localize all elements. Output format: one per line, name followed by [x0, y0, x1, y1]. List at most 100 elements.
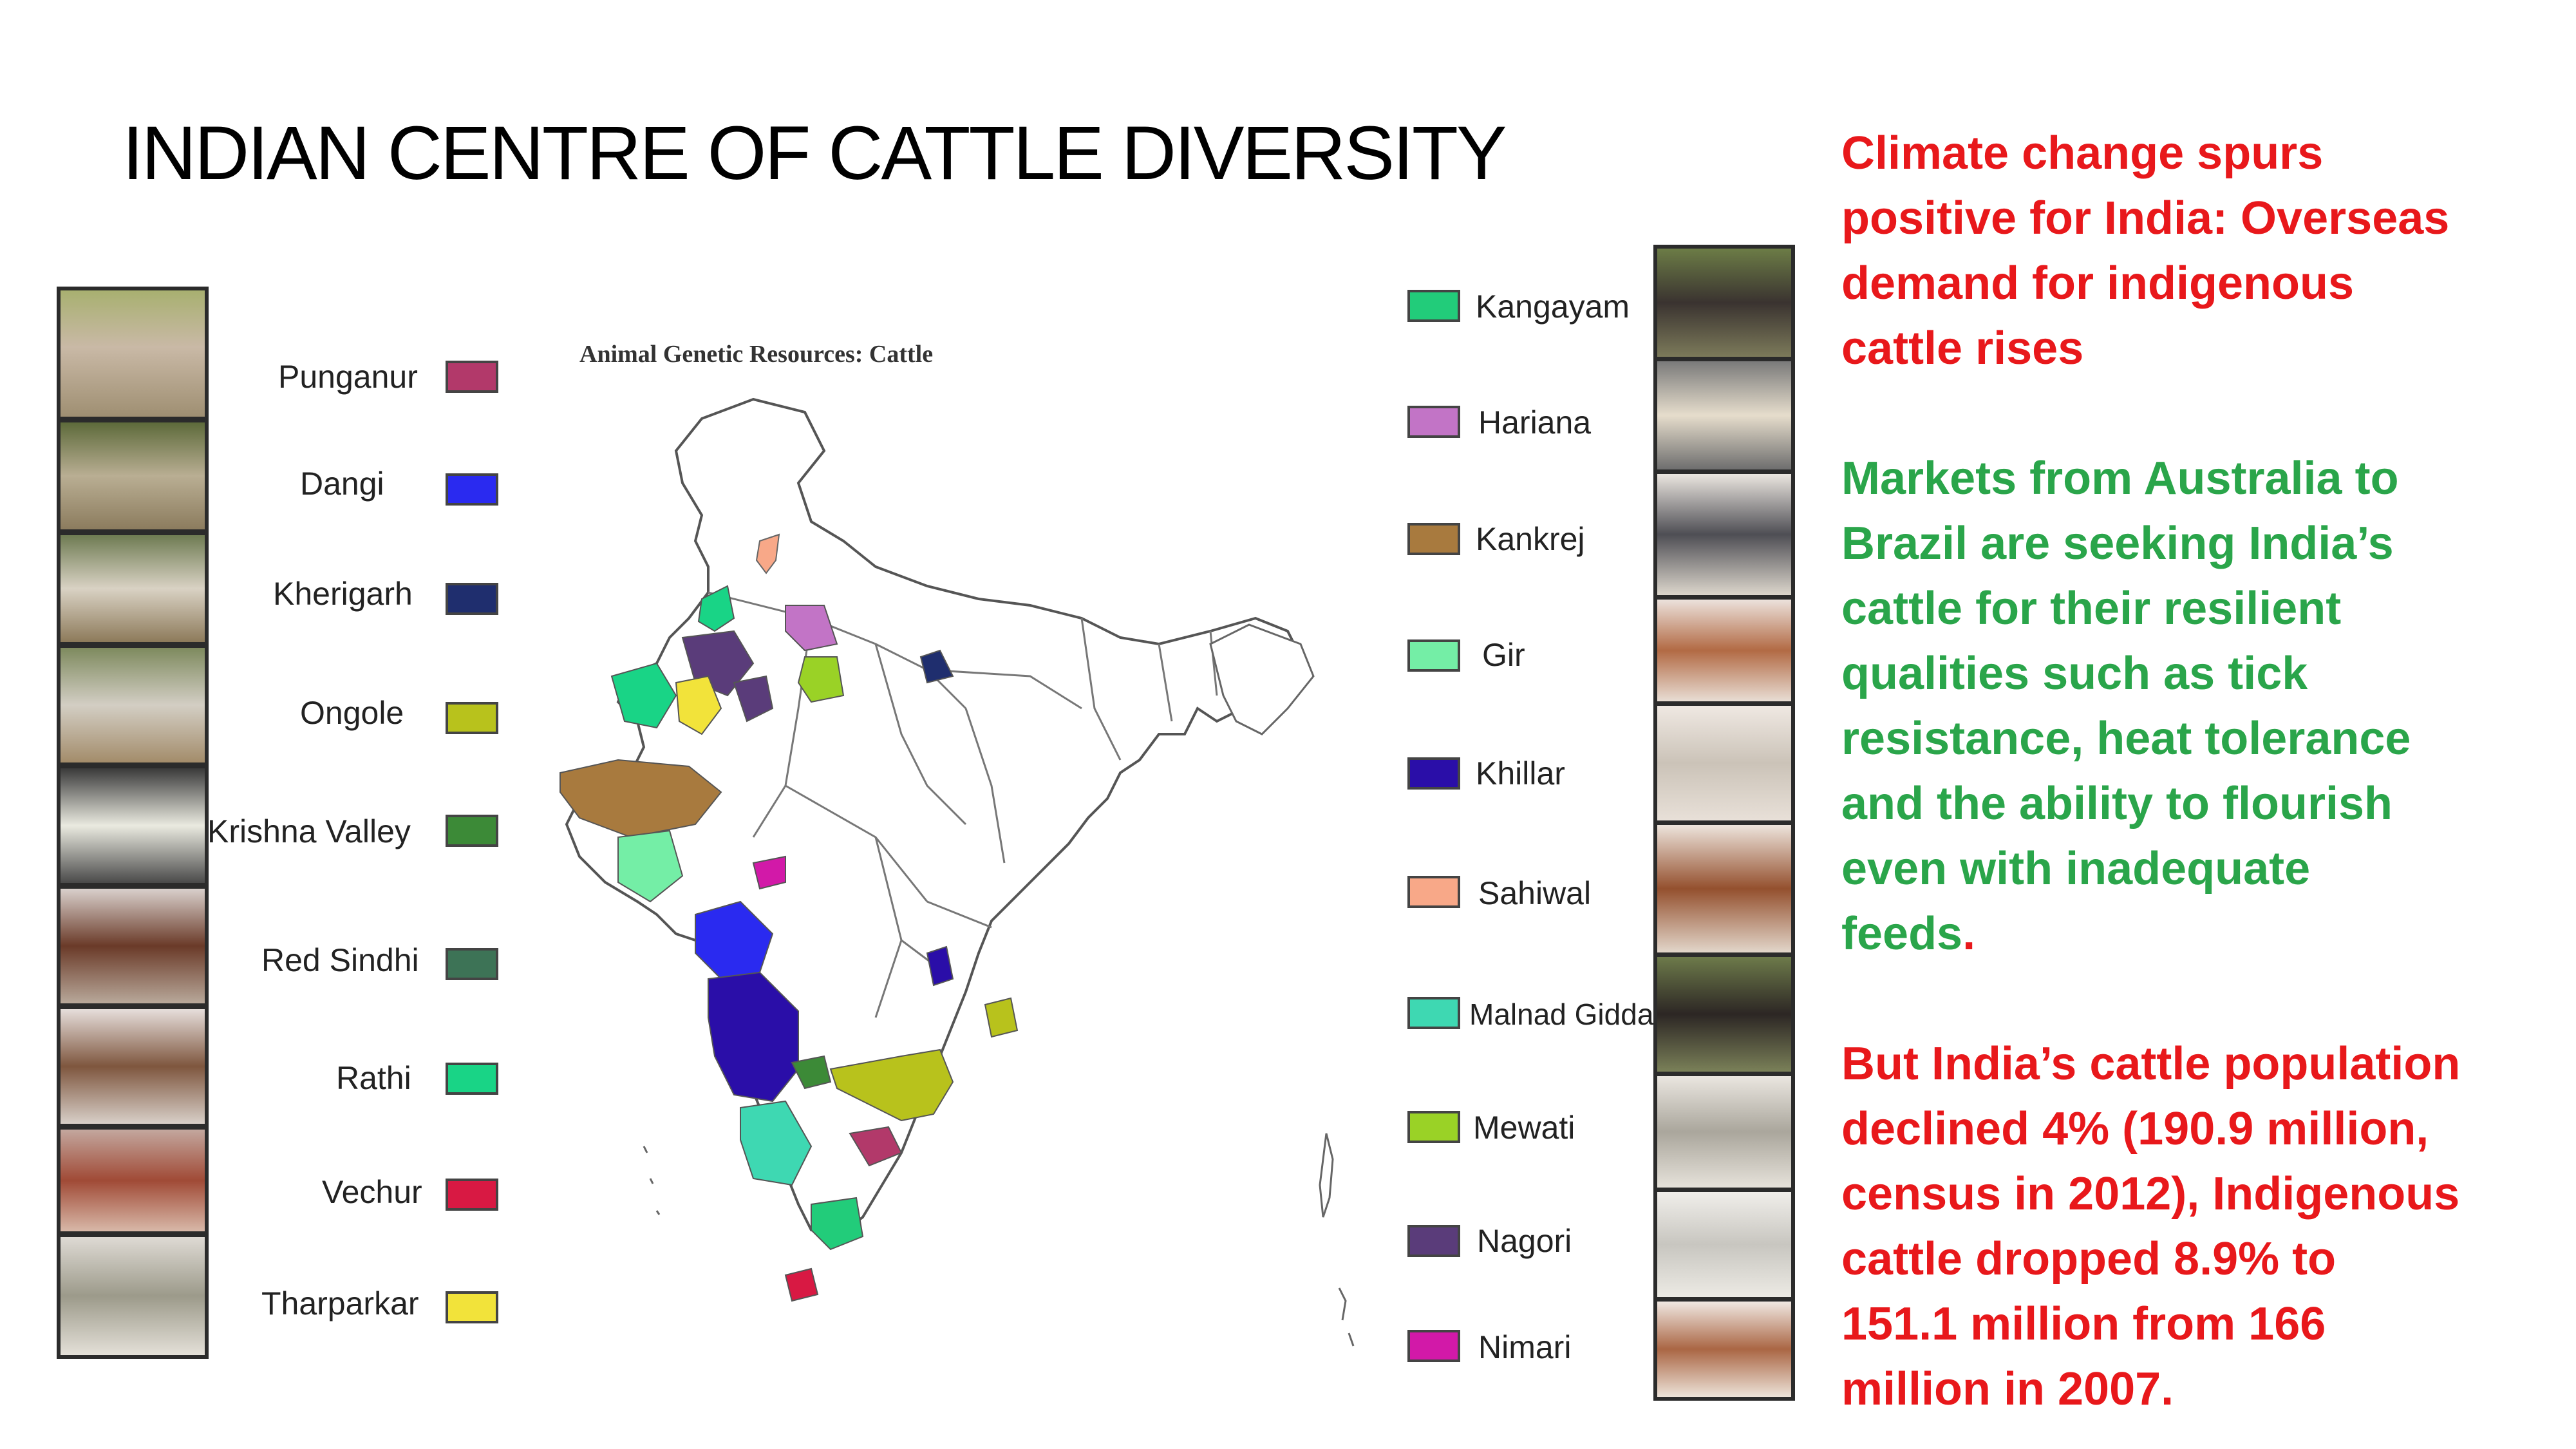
- stats-line-4: cattle dropped 8.9% to: [1841, 1233, 2336, 1285]
- region-malnad-gidda: [740, 1100, 813, 1186]
- stats-line-2: declined 4% (190.9 million,: [1841, 1103, 2429, 1155]
- stats-line-5: 151.1 million from 166: [1841, 1298, 2326, 1350]
- cattle-photo-punganur: [57, 287, 209, 421]
- cattle-photo-kherigarh: [57, 531, 209, 646]
- legend-swatch-rathi: [446, 1063, 498, 1095]
- legend-swatch-red-sindhi: [446, 948, 498, 980]
- legend-label-kherigarh: Kherigarh: [273, 576, 413, 612]
- stats-line-3: census in 2012), Indigenous: [1841, 1168, 2460, 1220]
- cattle-photo-gir: [1653, 596, 1795, 705]
- cattle-photo-malnad-gidda: [1653, 953, 1795, 1075]
- body-line-6: and the ability to flourish: [1841, 778, 2393, 829]
- legend-label-punganur: Punganur: [278, 359, 418, 395]
- legend-swatch-khillar: [1407, 757, 1460, 790]
- body-line-1: Markets from Australia to: [1841, 453, 2399, 504]
- body-line-5: resistance, heat tolerance: [1841, 713, 2411, 764]
- region-khillar: [708, 971, 799, 1103]
- legend-swatch-krishna-valley: [446, 815, 498, 847]
- legend-swatch-nagori: [1407, 1225, 1460, 1257]
- legend-label-kangayam: Kangayam: [1476, 289, 1630, 325]
- headline-line-4: cattle rises: [1841, 323, 2084, 374]
- legend-swatch-vechur: [446, 1179, 498, 1211]
- body-last-word: feeds: [1841, 908, 1963, 960]
- cattle-photo-tharparkar: [57, 1233, 209, 1359]
- region-hariana: [785, 605, 838, 652]
- legend-swatch-sahiwal: [1407, 876, 1460, 908]
- legend-swatch-tharparkar: [446, 1291, 498, 1323]
- legend-swatch-nimari: [1407, 1330, 1460, 1362]
- body-line-7: even with inadequate: [1841, 843, 2311, 895]
- region-gir: [617, 829, 684, 903]
- region-red-sindhi-east: [984, 997, 1019, 1038]
- legend-label-krishna-valley: Krishna Valley: [207, 813, 411, 849]
- legend-label-vechur: Vechur: [322, 1174, 422, 1210]
- legend-label-rathi: Rathi: [336, 1060, 411, 1096]
- legend-label-nimari: Nimari: [1478, 1329, 1572, 1365]
- legend-label-hariana: Hariana: [1478, 404, 1592, 440]
- india-cattle-map: [559, 397, 1355, 1347]
- legend-swatch-hariana: [1407, 406, 1460, 438]
- cattle-photo-kankrej: [1653, 470, 1795, 599]
- state-boundaries: [708, 591, 1218, 1018]
- body-period: .: [1962, 908, 1976, 960]
- legend-label-dangi: Dangi: [300, 466, 384, 502]
- body-line-8: feeds.: [1841, 902, 1975, 967]
- legend-swatch-kangayam: [1407, 290, 1460, 322]
- body-line-2: Brazil are seeking India’s: [1841, 518, 2394, 569]
- legend-swatch-dangi: [446, 473, 498, 506]
- cattle-photo-nagori: [1653, 1188, 1795, 1301]
- cattle-photo-nimari: [1653, 1298, 1795, 1401]
- headline-line-3: demand for indigenous: [1841, 258, 2355, 309]
- cattle-photo-rathi: [57, 1005, 209, 1128]
- cattle-photo-sahiwal: [1653, 821, 1795, 956]
- region-rathi-west: [610, 662, 677, 729]
- region-kangayam: [811, 1197, 864, 1251]
- stats-line-1: But India’s cattle population: [1841, 1038, 2461, 1090]
- region-punganur: [849, 1126, 903, 1167]
- legend-label-malnad-gidda: Malnad Gidda: [1469, 998, 1654, 1031]
- region-nimari: [752, 855, 786, 890]
- region-nagori-east: [733, 675, 774, 723]
- cattle-photo-khillar: [1653, 702, 1795, 824]
- legend-label-nagori: Nagori: [1477, 1223, 1572, 1259]
- legend-label-mewati: Mewati: [1473, 1110, 1575, 1146]
- legend-label-ongole: Ongole: [300, 695, 404, 731]
- map-caption: Animal Genetic Resources: Cattle: [579, 341, 934, 368]
- andaman-islands: [1319, 1133, 1334, 1218]
- region-krishna-valley: [791, 1055, 832, 1090]
- legend-label-red-sindhi: Red Sindhi: [261, 942, 419, 978]
- region-khillar-east: [926, 945, 954, 987]
- legend-swatch-ongole: [446, 702, 498, 734]
- region-sahiwal: [755, 533, 780, 574]
- legend-swatch-malnad-gidda: [1407, 997, 1460, 1029]
- body-line-3: cattle for their resilient: [1841, 583, 2342, 634]
- headline-line-2: positive for India: Overseas: [1841, 193, 2450, 244]
- region-ongole: [829, 1048, 954, 1122]
- region-vechur: [784, 1267, 819, 1302]
- region-kankrej: [559, 759, 722, 838]
- nicobar-islands: [1338, 1287, 1355, 1347]
- legend-label-gir: Gir: [1482, 637, 1525, 673]
- lakshadweep-islands: [643, 1146, 661, 1215]
- cattle-photo-mewati: [1653, 1072, 1795, 1191]
- cattle-photo-kangayam: [1653, 245, 1795, 361]
- region-kherigarh: [919, 649, 954, 684]
- legend-swatch-kankrej: [1407, 523, 1460, 555]
- slide-title: INDIAN CENTRE OF CATTLE DIVERSITY: [122, 111, 1507, 196]
- stats-line-6: million in 2007.: [1841, 1363, 2174, 1415]
- legend-swatch-kherigarh: [446, 583, 498, 615]
- legend-label-tharparkar: Tharparkar: [261, 1285, 419, 1321]
- cattle-photo-dangi: [57, 419, 209, 533]
- legend-label-khillar: Khillar: [1476, 755, 1565, 791]
- legend-label-sahiwal: Sahiwal: [1478, 875, 1592, 911]
- region-mewati: [797, 656, 845, 703]
- legend-swatch-mewati: [1407, 1111, 1460, 1143]
- cattle-photo-hariana: [1653, 357, 1795, 473]
- northeast-outline: [1209, 623, 1315, 735]
- headline-line-1: Climate change spurs: [1841, 128, 2324, 179]
- cattle-photo-ongole: [57, 644, 209, 766]
- legend-swatch-punganur: [446, 361, 498, 393]
- region-tharparkar: [675, 675, 722, 735]
- region-rathi-north: [697, 585, 735, 632]
- legend-label-kankrej: Kankrej: [1476, 521, 1585, 557]
